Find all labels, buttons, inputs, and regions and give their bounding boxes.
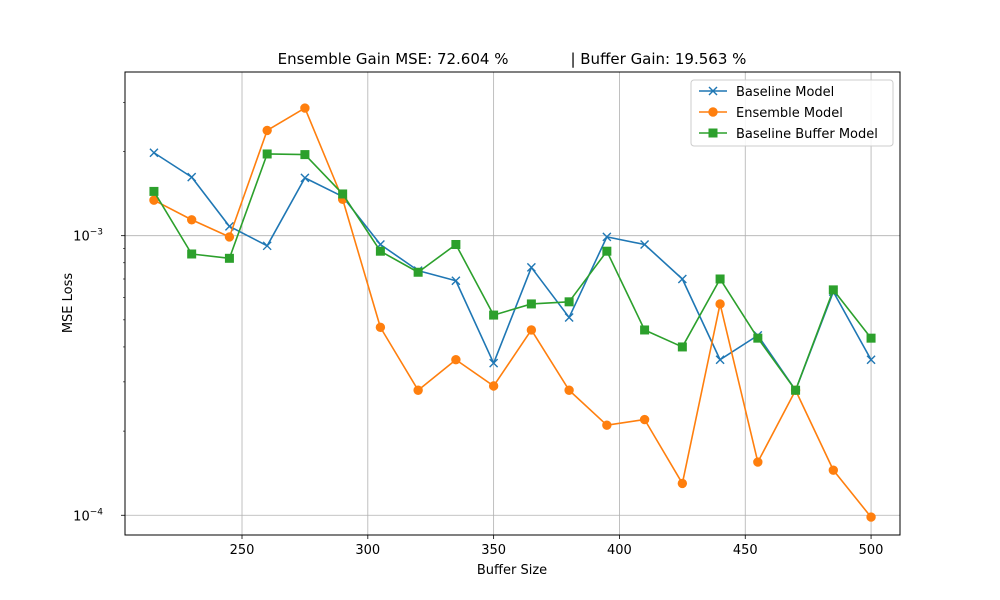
marker-stroke — [224, 221, 234, 231]
y-tick-label: 10−4 — [73, 507, 103, 524]
data-point — [224, 253, 234, 263]
data-point — [677, 478, 688, 489]
legend-item: Baseline Buffer Model — [699, 127, 878, 142]
legend-label: Baseline Buffer Model — [736, 127, 878, 142]
x-tick-label: 450 — [733, 543, 758, 558]
legend-box — [690, 79, 894, 147]
data-point — [451, 276, 461, 286]
marker-stroke — [640, 240, 650, 249]
data-point — [300, 103, 310, 113]
data-point — [828, 465, 839, 475]
marker-stroke — [708, 86, 718, 96]
legend-marker — [708, 128, 718, 138]
data-point — [677, 342, 687, 352]
x-tick-label: 500 — [859, 543, 884, 558]
y-tick-label: 10−3 — [73, 228, 103, 245]
data-point — [300, 173, 310, 183]
marker-stroke — [526, 262, 536, 272]
data-point — [300, 150, 310, 160]
marker-stroke — [602, 232, 612, 242]
series-baseline-buffer-model — [149, 149, 876, 395]
data-point — [375, 246, 385, 256]
data-point — [602, 420, 612, 430]
data-point — [149, 148, 159, 158]
x-tick-label: 250 — [230, 543, 255, 558]
legend-item: Ensemble Model — [699, 106, 843, 121]
marker-stroke — [149, 148, 159, 158]
x-axis-label: Buffer Size — [477, 563, 547, 578]
data-point — [413, 385, 423, 395]
data-point — [640, 240, 650, 249]
data-point — [602, 232, 612, 242]
data-point — [375, 322, 386, 333]
data-point — [262, 149, 272, 159]
data-point — [187, 172, 197, 182]
marker-stroke — [262, 241, 272, 251]
marker-stroke — [677, 274, 687, 284]
marker-stroke — [866, 355, 876, 365]
data-point — [489, 310, 499, 320]
data-point — [489, 358, 499, 368]
series-line — [153, 152, 872, 392]
data-point — [791, 385, 801, 395]
marker-stroke — [715, 355, 725, 365]
legend-marker — [708, 86, 718, 96]
data-point — [451, 355, 461, 365]
legend-label: Ensemble Model — [736, 106, 843, 121]
data-point — [488, 381, 499, 391]
data-point — [526, 299, 536, 309]
data-point — [526, 262, 536, 272]
series-line — [153, 153, 872, 392]
data-point — [828, 285, 838, 295]
data-point — [715, 355, 725, 365]
data-point — [262, 241, 272, 251]
data-point — [866, 355, 876, 365]
marker-stroke — [451, 276, 461, 286]
data-point — [262, 125, 272, 136]
legend-marker — [708, 107, 718, 117]
data-point — [413, 267, 423, 277]
data-point — [186, 215, 197, 225]
data-point — [715, 299, 725, 309]
legend: Baseline Model Ensemble Model Baseline Buf… — [690, 79, 894, 147]
data-point — [753, 457, 763, 467]
data-point — [149, 195, 159, 205]
x-tick-label: 400 — [607, 543, 632, 558]
data-point — [715, 274, 725, 284]
y-axis-label: MSE Loss — [61, 273, 76, 334]
marker-stroke — [564, 312, 574, 322]
data-point — [149, 186, 159, 196]
data-point — [602, 246, 612, 256]
legend-label: Baseline Model — [736, 85, 834, 100]
data-point — [866, 512, 876, 522]
data-point — [451, 239, 461, 249]
data-point — [639, 414, 650, 425]
data-point — [564, 312, 574, 322]
plot-frame — [124, 71, 901, 536]
marker-stroke — [300, 173, 310, 183]
marker-stroke — [489, 358, 499, 368]
series-layer — [149, 103, 876, 522]
data-point — [677, 274, 687, 284]
data-point — [224, 232, 235, 242]
series-ensemble-model — [149, 103, 876, 522]
data-point — [564, 385, 574, 395]
x-tick-label: 300 — [355, 543, 380, 558]
data-point — [866, 333, 876, 343]
series-line — [153, 107, 872, 518]
marker-stroke — [187, 172, 197, 182]
x-tick-label: 350 — [481, 543, 506, 558]
axes: 250 300 350 400 450 500 10−4 10−3 — [73, 101, 884, 558]
data-point — [564, 297, 574, 307]
legend-item: Baseline Model — [699, 85, 834, 100]
data-point — [526, 325, 537, 335]
chart-title: Ensemble Gain MSE: 72.604 % | Buffer Gai… — [278, 50, 747, 68]
data-point — [753, 333, 763, 343]
grid — [125, 72, 900, 535]
data-point — [187, 249, 197, 259]
data-point — [338, 189, 348, 199]
data-point — [640, 325, 650, 335]
